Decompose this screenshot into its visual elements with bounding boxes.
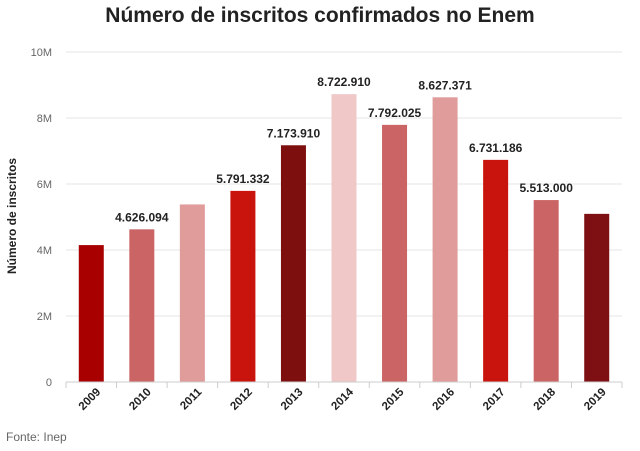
- bar-2015[interactable]: [382, 124, 408, 383]
- bar-2016[interactable]: [432, 97, 458, 383]
- bars: [78, 94, 610, 383]
- x-tick-label-2018: 2018: [532, 386, 559, 413]
- y-tick-label: 2M: [37, 311, 52, 323]
- bar-2014[interactable]: [331, 94, 357, 382]
- x-tick-label-2009: 2009: [77, 386, 104, 413]
- data-label-2017: 6.731.186: [469, 141, 523, 155]
- source-note: Fonte: Inep: [6, 430, 67, 444]
- x-tick-label-2013: 2013: [279, 386, 306, 413]
- data-label-2015: 7.792.025: [368, 106, 422, 120]
- bar-2013[interactable]: [280, 145, 306, 382]
- data-label-2010: 4.626.094: [115, 210, 169, 224]
- bar-2009[interactable]: [78, 245, 104, 382]
- y-axis-title: Número de inscritos: [5, 158, 19, 274]
- data-labels: 4.626.094 5.791.332 7.173.910 8.722.910 7.79…: [115, 75, 573, 224]
- y-tick-label: 10M: [31, 47, 52, 59]
- bar-2019[interactable]: [584, 213, 610, 382]
- axes: 0 2M 4M 6M 8M 10M 2009 2010 2011 2012 2013 2014 2015…: [31, 47, 623, 413]
- x-tick-label-2014: 2014: [329, 386, 356, 413]
- x-tick-label-2011: 2011: [178, 386, 205, 413]
- y-tick-label: 4M: [37, 245, 52, 257]
- data-label-2012: 5.791.332: [216, 172, 270, 186]
- chart-title: Número de inscritos confirmados no Enem: [105, 4, 535, 27]
- x-tick-label-2019: 2019: [582, 386, 609, 413]
- x-tick-label-2012: 2012: [228, 386, 255, 413]
- y-tick-label: 8M: [37, 113, 52, 125]
- bar-2018[interactable]: [533, 200, 559, 382]
- x-tick-label-2016: 2016: [431, 386, 458, 413]
- bar-2011[interactable]: [179, 204, 205, 382]
- x-tick-label-2015: 2015: [380, 386, 407, 413]
- bar-2010[interactable]: [129, 229, 155, 382]
- bar-2012[interactable]: [230, 190, 256, 382]
- data-label-2013: 7.173.910: [267, 126, 321, 140]
- x-tick-label-2010: 2010: [127, 386, 154, 413]
- data-label-2016: 8.627.371: [418, 78, 472, 92]
- data-label-2018: 5.513.000: [519, 181, 573, 195]
- bar-2017[interactable]: [483, 159, 509, 382]
- y-tick-label: 6M: [37, 179, 52, 191]
- y-tick-label: 0: [46, 377, 52, 389]
- x-tick-label-2017: 2017: [481, 386, 508, 413]
- data-label-2014: 8.722.910: [317, 75, 371, 89]
